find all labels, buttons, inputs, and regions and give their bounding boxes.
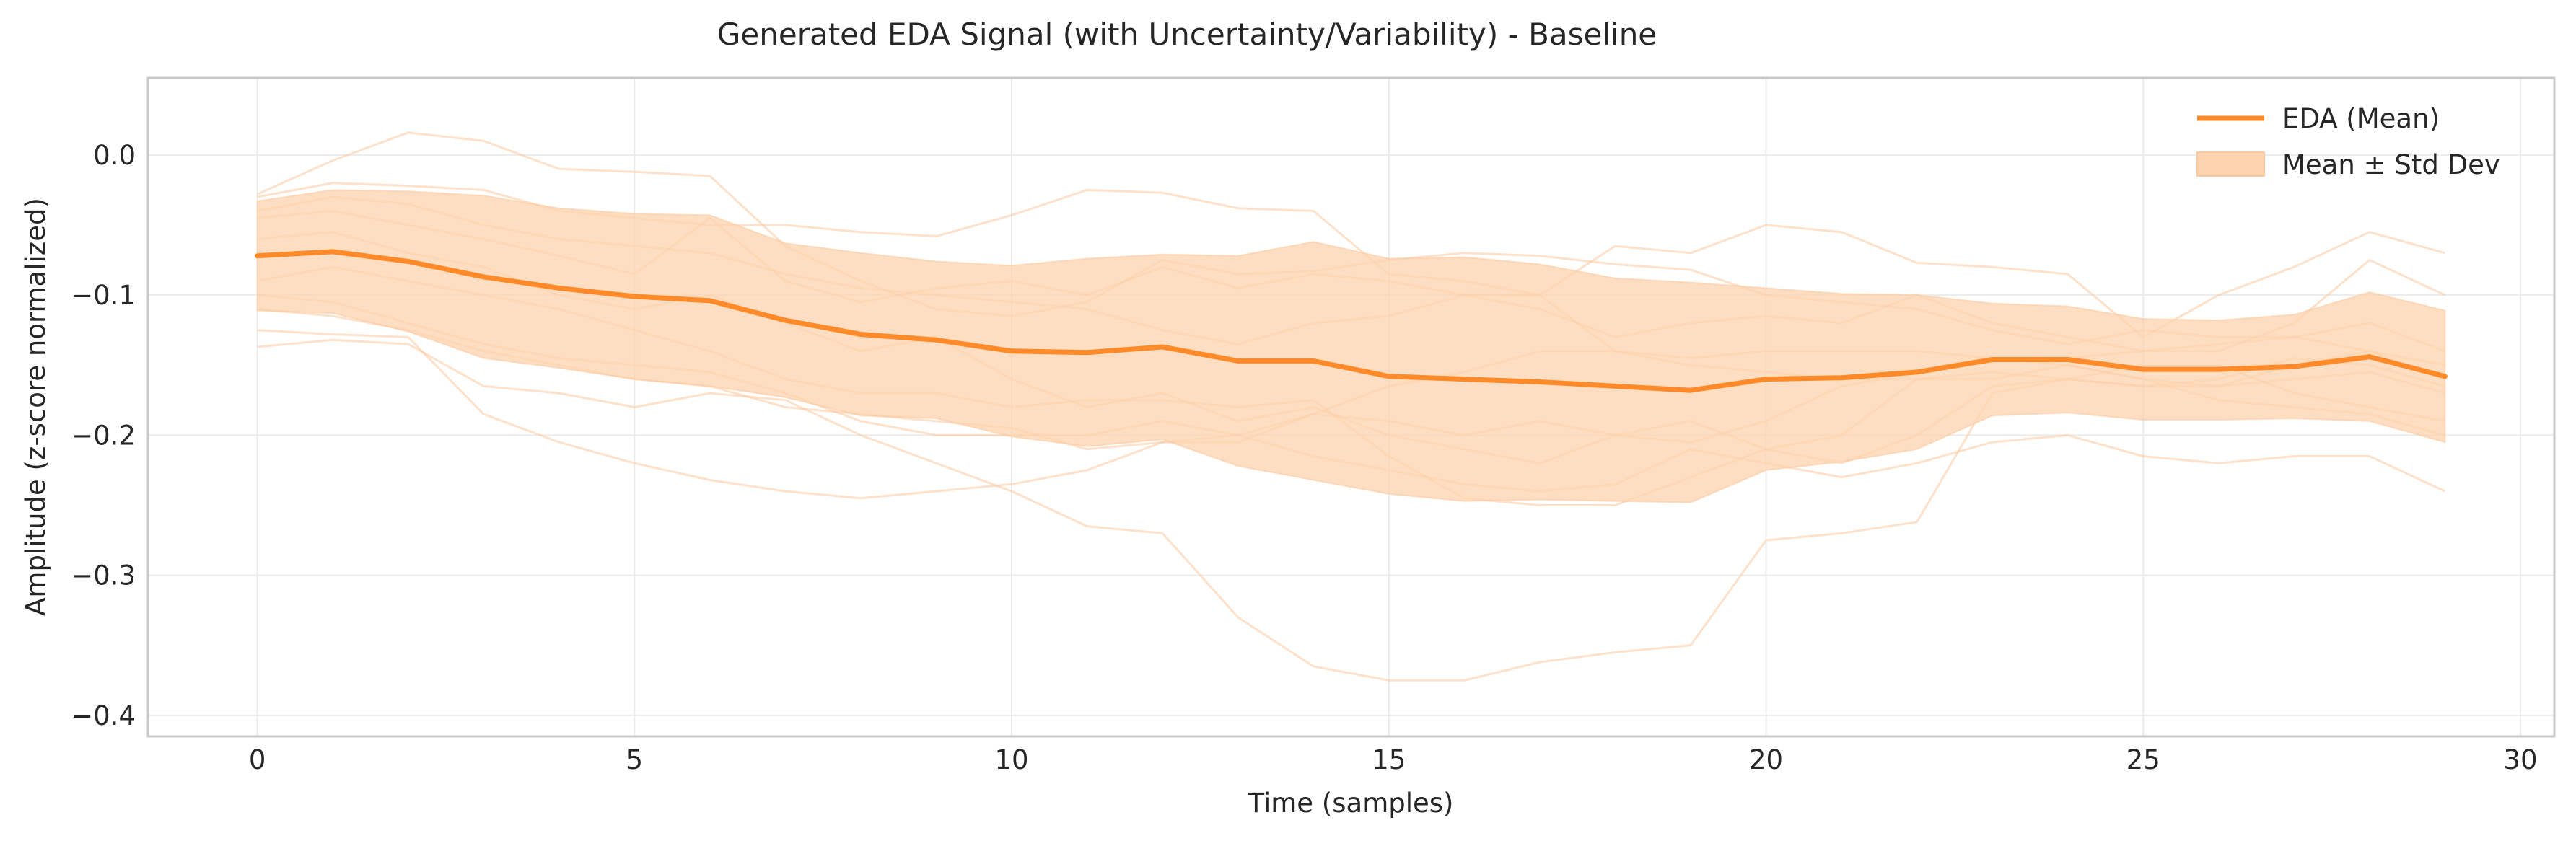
legend-band-label: Mean ± Std Dev bbox=[2282, 149, 2500, 180]
std-dev-band bbox=[256, 189, 2446, 503]
std-dev-band-layer bbox=[256, 189, 2446, 503]
y-tick-label: −0.2 bbox=[71, 420, 136, 451]
x-axis-label: Time (samples) bbox=[1248, 788, 1454, 819]
x-tick-label: 30 bbox=[2503, 744, 2537, 775]
x-tick-label: 0 bbox=[249, 744, 266, 775]
x-tick-label: 15 bbox=[1372, 744, 1406, 775]
legend-band-swatch bbox=[2196, 151, 2265, 177]
y-tick-label: −0.3 bbox=[71, 560, 136, 591]
y-ticks: 0.0 −0.1 −0.2 −0.3 −0.4 bbox=[71, 140, 136, 731]
mean-line-layer bbox=[255, 249, 2448, 393]
plot-frame bbox=[146, 76, 2556, 738]
y-tick-label: −0.1 bbox=[71, 280, 136, 311]
x-tick-label: 10 bbox=[994, 744, 1028, 775]
mean-line bbox=[255, 249, 2448, 393]
chart-title: Generated EDA Signal (with Uncertainty/V… bbox=[717, 17, 1657, 52]
legend-mean-label: EDA (Mean) bbox=[2282, 103, 2440, 134]
x-tick-label: 20 bbox=[1749, 744, 1783, 775]
x-tick-label: 5 bbox=[626, 744, 644, 775]
y-tick-label: 0.0 bbox=[93, 140, 136, 171]
y-axis-label: Amplitude (z-score normalized) bbox=[20, 198, 51, 616]
y-tick-label: −0.4 bbox=[71, 700, 136, 731]
x-ticks: 0 5 10 15 20 25 30 bbox=[249, 744, 2538, 775]
x-tick-label: 25 bbox=[2126, 744, 2160, 775]
legend: EDA (Mean) Mean ± Std Dev bbox=[2196, 103, 2500, 180]
